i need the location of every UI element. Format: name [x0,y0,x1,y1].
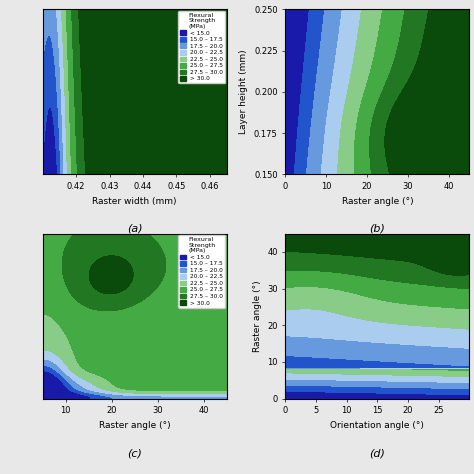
X-axis label: Orientation angle (°): Orientation angle (°) [330,421,424,430]
Y-axis label: Raster angle (°): Raster angle (°) [253,280,262,352]
Text: (b): (b) [369,224,385,234]
Text: (a): (a) [127,224,142,234]
X-axis label: Raster angle (°): Raster angle (°) [99,421,171,430]
Text: (c): (c) [127,448,142,458]
X-axis label: Raster angle (°): Raster angle (°) [341,197,413,206]
Legend: < 15.0, 15.0 – 17.5, 17.5 – 20.0, 20.0 – 22.5, 22.5 – 25.0, 25.0 – 27.5, 27.5 – : < 15.0, 15.0 – 17.5, 17.5 – 20.0, 20.0 –… [178,10,225,83]
X-axis label: Raster width (mm): Raster width (mm) [92,197,177,206]
Text: (d): (d) [369,448,385,458]
Y-axis label: Layer height (mm): Layer height (mm) [239,50,248,134]
Legend: < 15.0, 15.0 – 17.5, 17.5 – 20.0, 20.0 – 22.5, 22.5 – 25.0, 25.0 – 27.5, 27.5 – : < 15.0, 15.0 – 17.5, 17.5 – 20.0, 20.0 –… [178,235,225,308]
